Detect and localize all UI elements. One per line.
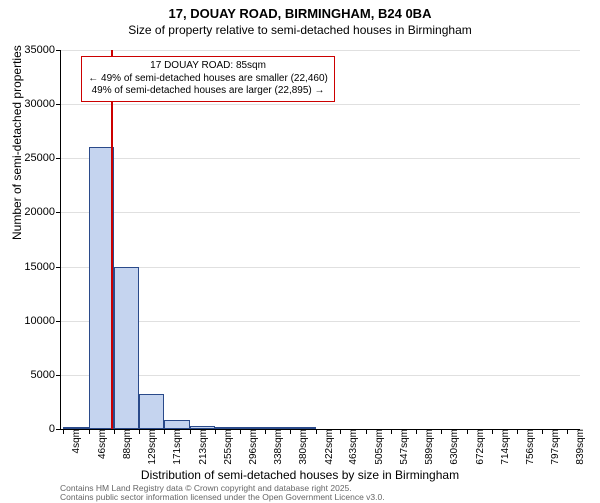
xtick-label: 839sqm: [571, 429, 586, 465]
gridline: [61, 212, 580, 213]
xtick-label: 756sqm: [521, 429, 536, 465]
histogram-bar: [89, 147, 114, 429]
xtick-mark: [63, 429, 64, 434]
footer-line2: Contains public sector information licen…: [60, 493, 385, 502]
xtick-mark: [215, 429, 216, 434]
xtick-label: 213sqm: [194, 429, 209, 465]
ytick-label: 10000: [24, 315, 61, 327]
xtick-mark: [542, 429, 543, 434]
xtick-mark: [340, 429, 341, 434]
ytick-label: 15000: [24, 261, 61, 273]
xtick-label: 797sqm: [546, 429, 561, 465]
chart-plot-area: 050001000015000200002500030000350004sqm4…: [60, 50, 580, 430]
xtick-label: 129sqm: [143, 429, 158, 465]
ytick-label: 5000: [31, 369, 61, 381]
xtick-label: 171sqm: [168, 429, 183, 465]
y-axis-label: Number of semi-detached properties: [10, 45, 24, 240]
ytick-label: 0: [49, 423, 61, 435]
ytick-label: 30000: [24, 98, 61, 110]
annotation-box: 17 DOUAY ROAD: 85sqm ← 49% of semi-detac…: [81, 56, 335, 102]
gridline: [61, 267, 580, 268]
xtick-label: 547sqm: [395, 429, 410, 465]
xtick-label: 4sqm: [67, 429, 82, 453]
xtick-mark: [517, 429, 518, 434]
ytick-label: 20000: [24, 206, 61, 218]
xtick-label: 88sqm: [118, 429, 133, 459]
gridline: [61, 104, 580, 105]
annotation-line2: ← 49% of semi-detached houses are smalle…: [88, 73, 328, 86]
xtick-label: 422sqm: [320, 429, 335, 465]
xtick-label: 296sqm: [244, 429, 259, 465]
xtick-mark: [441, 429, 442, 434]
xtick-label: 46sqm: [93, 429, 108, 459]
ytick-label: 25000: [24, 152, 61, 164]
gridline: [61, 321, 580, 322]
annotation-line1: 17 DOUAY ROAD: 85sqm: [88, 60, 328, 73]
xtick-mark: [567, 429, 568, 434]
xtick-label: 463sqm: [344, 429, 359, 465]
xtick-mark: [139, 429, 140, 434]
x-axis-label: Distribution of semi-detached houses by …: [0, 468, 600, 482]
gridline: [61, 158, 580, 159]
chart-subtitle: Size of property relative to semi-detach…: [0, 23, 600, 37]
xtick-mark: [492, 429, 493, 434]
histogram-bar: [114, 267, 139, 429]
xtick-mark: [89, 429, 90, 434]
xtick-mark: [416, 429, 417, 434]
chart-titles: 17, DOUAY ROAD, BIRMINGHAM, B24 0BA Size…: [0, 0, 600, 37]
xtick-mark: [316, 429, 317, 434]
annotation-line3: 49% of semi-detached houses are larger (…: [88, 85, 328, 98]
ytick-label: 35000: [24, 44, 61, 56]
xtick-label: 672sqm: [471, 429, 486, 465]
plot-region: 050001000015000200002500030000350004sqm4…: [60, 50, 580, 430]
xtick-label: 505sqm: [370, 429, 385, 465]
gridline: [61, 375, 580, 376]
xtick-label: 630sqm: [445, 429, 460, 465]
histogram-bar: [139, 394, 164, 429]
xtick-mark: [391, 429, 392, 434]
xtick-mark: [290, 429, 291, 434]
xtick-label: 255sqm: [219, 429, 234, 465]
gridline: [61, 50, 580, 51]
xtick-mark: [190, 429, 191, 434]
xtick-mark: [366, 429, 367, 434]
xtick-mark: [240, 429, 241, 434]
reference-line: [111, 50, 113, 429]
xtick-label: 338sqm: [269, 429, 284, 465]
xtick-mark: [164, 429, 165, 434]
xtick-label: 714sqm: [496, 429, 511, 465]
xtick-mark: [114, 429, 115, 434]
histogram-bar: [164, 420, 189, 429]
chart-title: 17, DOUAY ROAD, BIRMINGHAM, B24 0BA: [0, 6, 600, 21]
xtick-mark: [467, 429, 468, 434]
xtick-label: 589sqm: [420, 429, 435, 465]
xtick-label: 380sqm: [294, 429, 309, 465]
xtick-mark: [265, 429, 266, 434]
